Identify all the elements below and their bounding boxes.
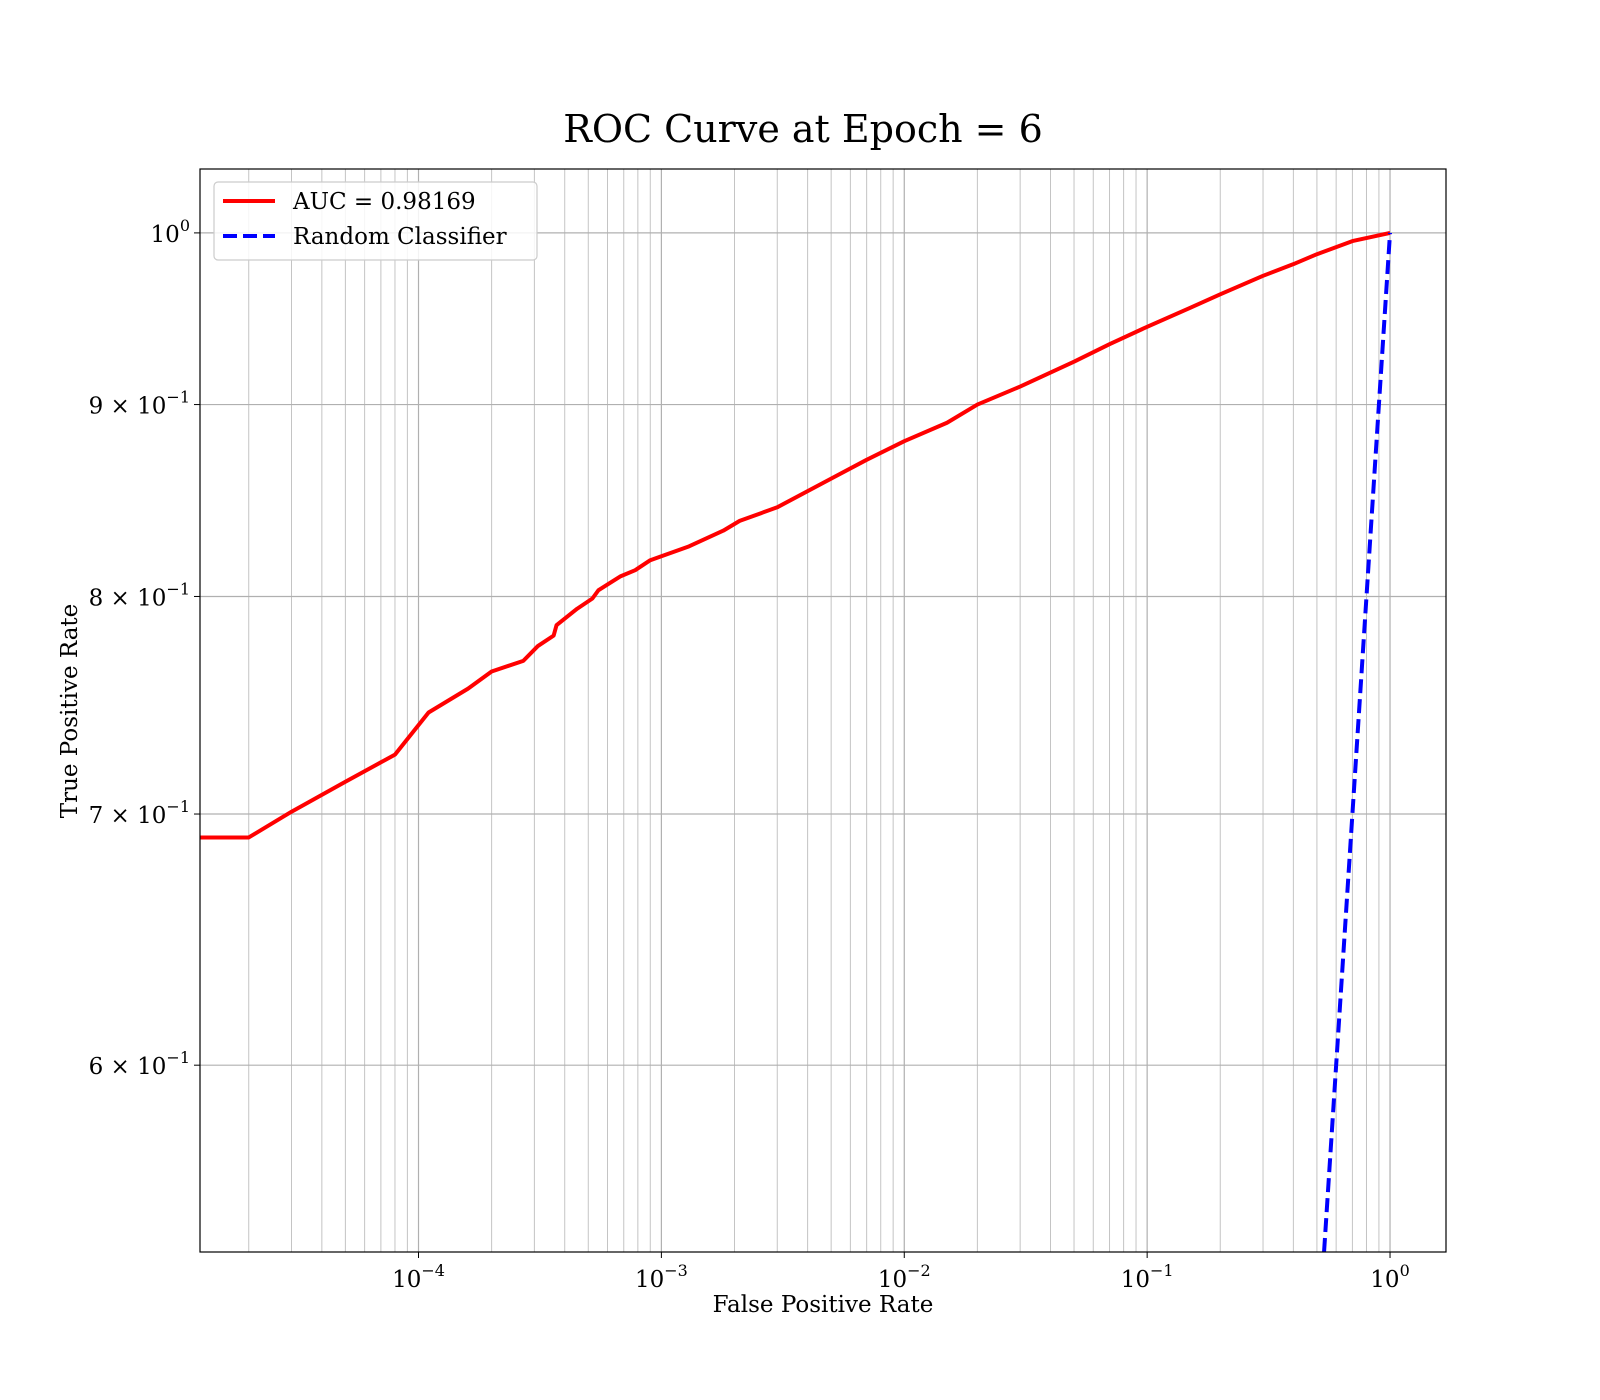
y-tick-label: 8 × 10−1 (89, 579, 190, 611)
x-axis-ticks: 10−4 10−3 10−2 10−1 100 (392, 1252, 1410, 1293)
series-line-random-classifier (1322, 232, 1393, 1253)
y-tick-label: 7 × 10−1 (89, 797, 190, 829)
plot-background (200, 169, 1446, 1252)
y-axis-label: True Positive Rate (57, 604, 83, 819)
legend: AUC = 0.98169 Random Classifier (213, 181, 538, 261)
x-axis-label: False Positive Rate (713, 1292, 934, 1318)
x-tick-label: 10−3 (635, 1261, 688, 1293)
major-grid (200, 169, 1446, 1252)
legend-label-random: Random Classifier (293, 224, 507, 250)
y-tick-label: 6 × 10−1 (89, 1048, 190, 1080)
series-line-roc (200, 230, 1391, 840)
x-tick-label: 100 (1370, 1261, 1409, 1293)
x-tick-label: 10−4 (392, 1261, 445, 1293)
chart-title: ROC Curve at Epoch = 6 (563, 107, 1043, 151)
y-axis-ticks: 6 × 10−1 7 × 10−1 8 × 10−1 9 × 10−1 100 (89, 216, 200, 1080)
x-tick-label: 10−1 (1121, 1261, 1174, 1293)
legend-label-auc: AUC = 0.98169 (292, 189, 476, 215)
minor-grid (248, 169, 1380, 1252)
legend-box (213, 181, 538, 261)
plot-frame (199, 168, 1447, 1253)
y-tick-label: 100 (151, 216, 190, 248)
y-tick-label: 9 × 10−1 (89, 388, 190, 420)
series-layer (200, 230, 1393, 1253)
x-tick-label: 10−2 (878, 1261, 931, 1293)
